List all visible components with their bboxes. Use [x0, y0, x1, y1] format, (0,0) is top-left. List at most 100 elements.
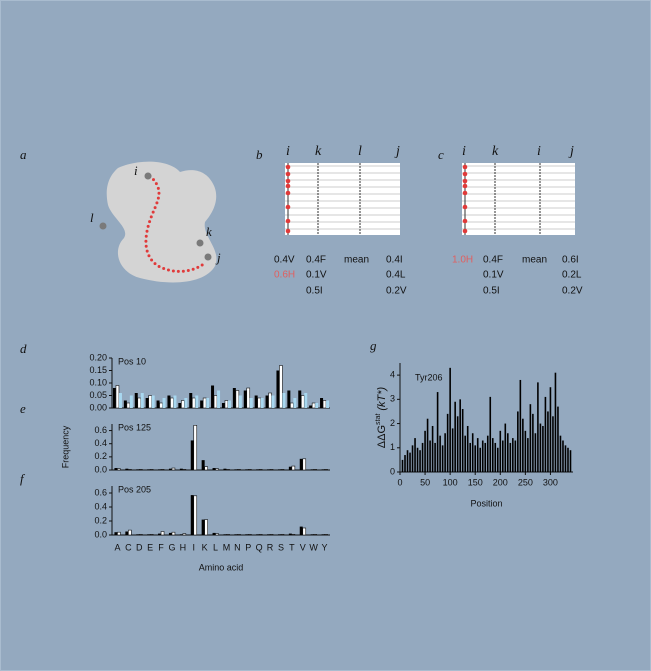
bar: [311, 534, 314, 535]
residue-dot: [286, 179, 291, 184]
bar: [213, 468, 216, 470]
bar: [136, 534, 139, 535]
cell: 0.4F: [483, 255, 503, 266]
x-tick-label: C: [125, 542, 132, 552]
bar: [172, 468, 175, 470]
y-axis-label-part: ΔΔG: [376, 425, 388, 448]
y-tick-label: 0.00: [89, 402, 107, 412]
bar: [203, 398, 206, 408]
residue-dot: [286, 191, 291, 196]
cell: 0.2V: [562, 286, 583, 297]
bar: [158, 469, 161, 470]
bar: [183, 534, 186, 535]
bar: [270, 534, 273, 535]
y-tick-label: 0.20: [89, 352, 107, 362]
bar: [287, 391, 290, 409]
bar: [269, 393, 272, 408]
bar: [267, 534, 270, 535]
x-tick-label: H: [180, 542, 187, 552]
cell: 0.2L: [562, 270, 582, 281]
bar: [267, 469, 270, 470]
alignment-box: [462, 163, 575, 235]
bar: [192, 398, 195, 408]
bar: [191, 495, 194, 535]
bar: [125, 469, 128, 470]
x-tick-label: P: [245, 542, 251, 552]
bar: [282, 393, 285, 408]
bar: [180, 534, 183, 535]
bar: [255, 396, 258, 409]
residue-dot: [463, 229, 468, 234]
y-tick-label: 0.10: [89, 377, 107, 387]
bar: [184, 398, 187, 408]
x-tick-label: Q: [256, 542, 263, 552]
bar: [114, 468, 117, 470]
bar: [141, 393, 144, 408]
bar: [200, 401, 203, 409]
chart-title: Pos 10: [118, 356, 146, 366]
bar: [125, 532, 128, 536]
figure: a i l k j b i k l j 0.4V 0.4F mean 0.4I …: [0, 0, 651, 671]
x-tick-label: 200: [493, 477, 508, 487]
bar: [244, 391, 247, 409]
bar: [167, 396, 170, 409]
bar: [259, 534, 262, 535]
bar: [258, 398, 261, 408]
x-tick-label: S: [278, 542, 284, 552]
y-tick-label: 0.15: [89, 365, 107, 375]
bar: [303, 528, 306, 535]
bar: [276, 371, 279, 409]
bar: [292, 466, 295, 470]
bar: [259, 469, 262, 470]
bar: [250, 398, 253, 408]
cell: mean: [344, 255, 369, 266]
x-tick-label: I: [192, 542, 195, 552]
chart-title: Tyr206: [415, 372, 443, 382]
cell: 0.4F: [306, 255, 326, 266]
bar: [113, 388, 116, 408]
bar: [300, 459, 303, 470]
y-tick-label: 0.0: [94, 464, 107, 474]
cell: 0.1V: [483, 270, 504, 281]
x-tick-label: V: [300, 542, 306, 552]
bar: [234, 469, 237, 470]
bar: [173, 396, 176, 409]
background: [1, 1, 651, 671]
bar: [169, 469, 172, 470]
site-label: i: [134, 163, 138, 178]
y-tick-label: 0.6: [94, 425, 107, 435]
panel-label: a: [20, 147, 27, 162]
residue-dot: [463, 165, 468, 170]
site-label: k: [206, 224, 212, 239]
bar: [189, 393, 192, 408]
y-tick-label: 0.4: [94, 501, 107, 511]
y-tick-label: 0.6: [94, 487, 107, 497]
bar: [216, 534, 219, 535]
bar: [150, 469, 153, 470]
y-tick-label: 0.2: [94, 515, 107, 525]
cell: 0.2V: [386, 286, 407, 297]
bar: [293, 398, 296, 408]
bar: [289, 467, 292, 470]
bar: [119, 393, 122, 408]
bar: [256, 534, 259, 535]
bar: [292, 534, 295, 535]
bar: [202, 460, 205, 470]
bar: [233, 388, 236, 408]
column-label: k: [315, 144, 322, 159]
y-axis-label-part: stat: [375, 413, 382, 425]
column-label: i: [462, 144, 466, 159]
bar: [216, 469, 219, 470]
y-tick-label: 0.4: [94, 438, 107, 448]
y-tick-label: 3: [390, 394, 395, 404]
bar: [194, 425, 197, 470]
cell: 0.4V: [274, 255, 295, 266]
bar: [290, 403, 293, 408]
bar: [206, 398, 209, 408]
cell: 0.1V: [306, 270, 327, 281]
bar: [180, 469, 183, 470]
bar: [163, 398, 166, 408]
x-tick-label: A: [114, 542, 120, 552]
bar: [314, 534, 317, 535]
column-label: k: [492, 144, 499, 159]
